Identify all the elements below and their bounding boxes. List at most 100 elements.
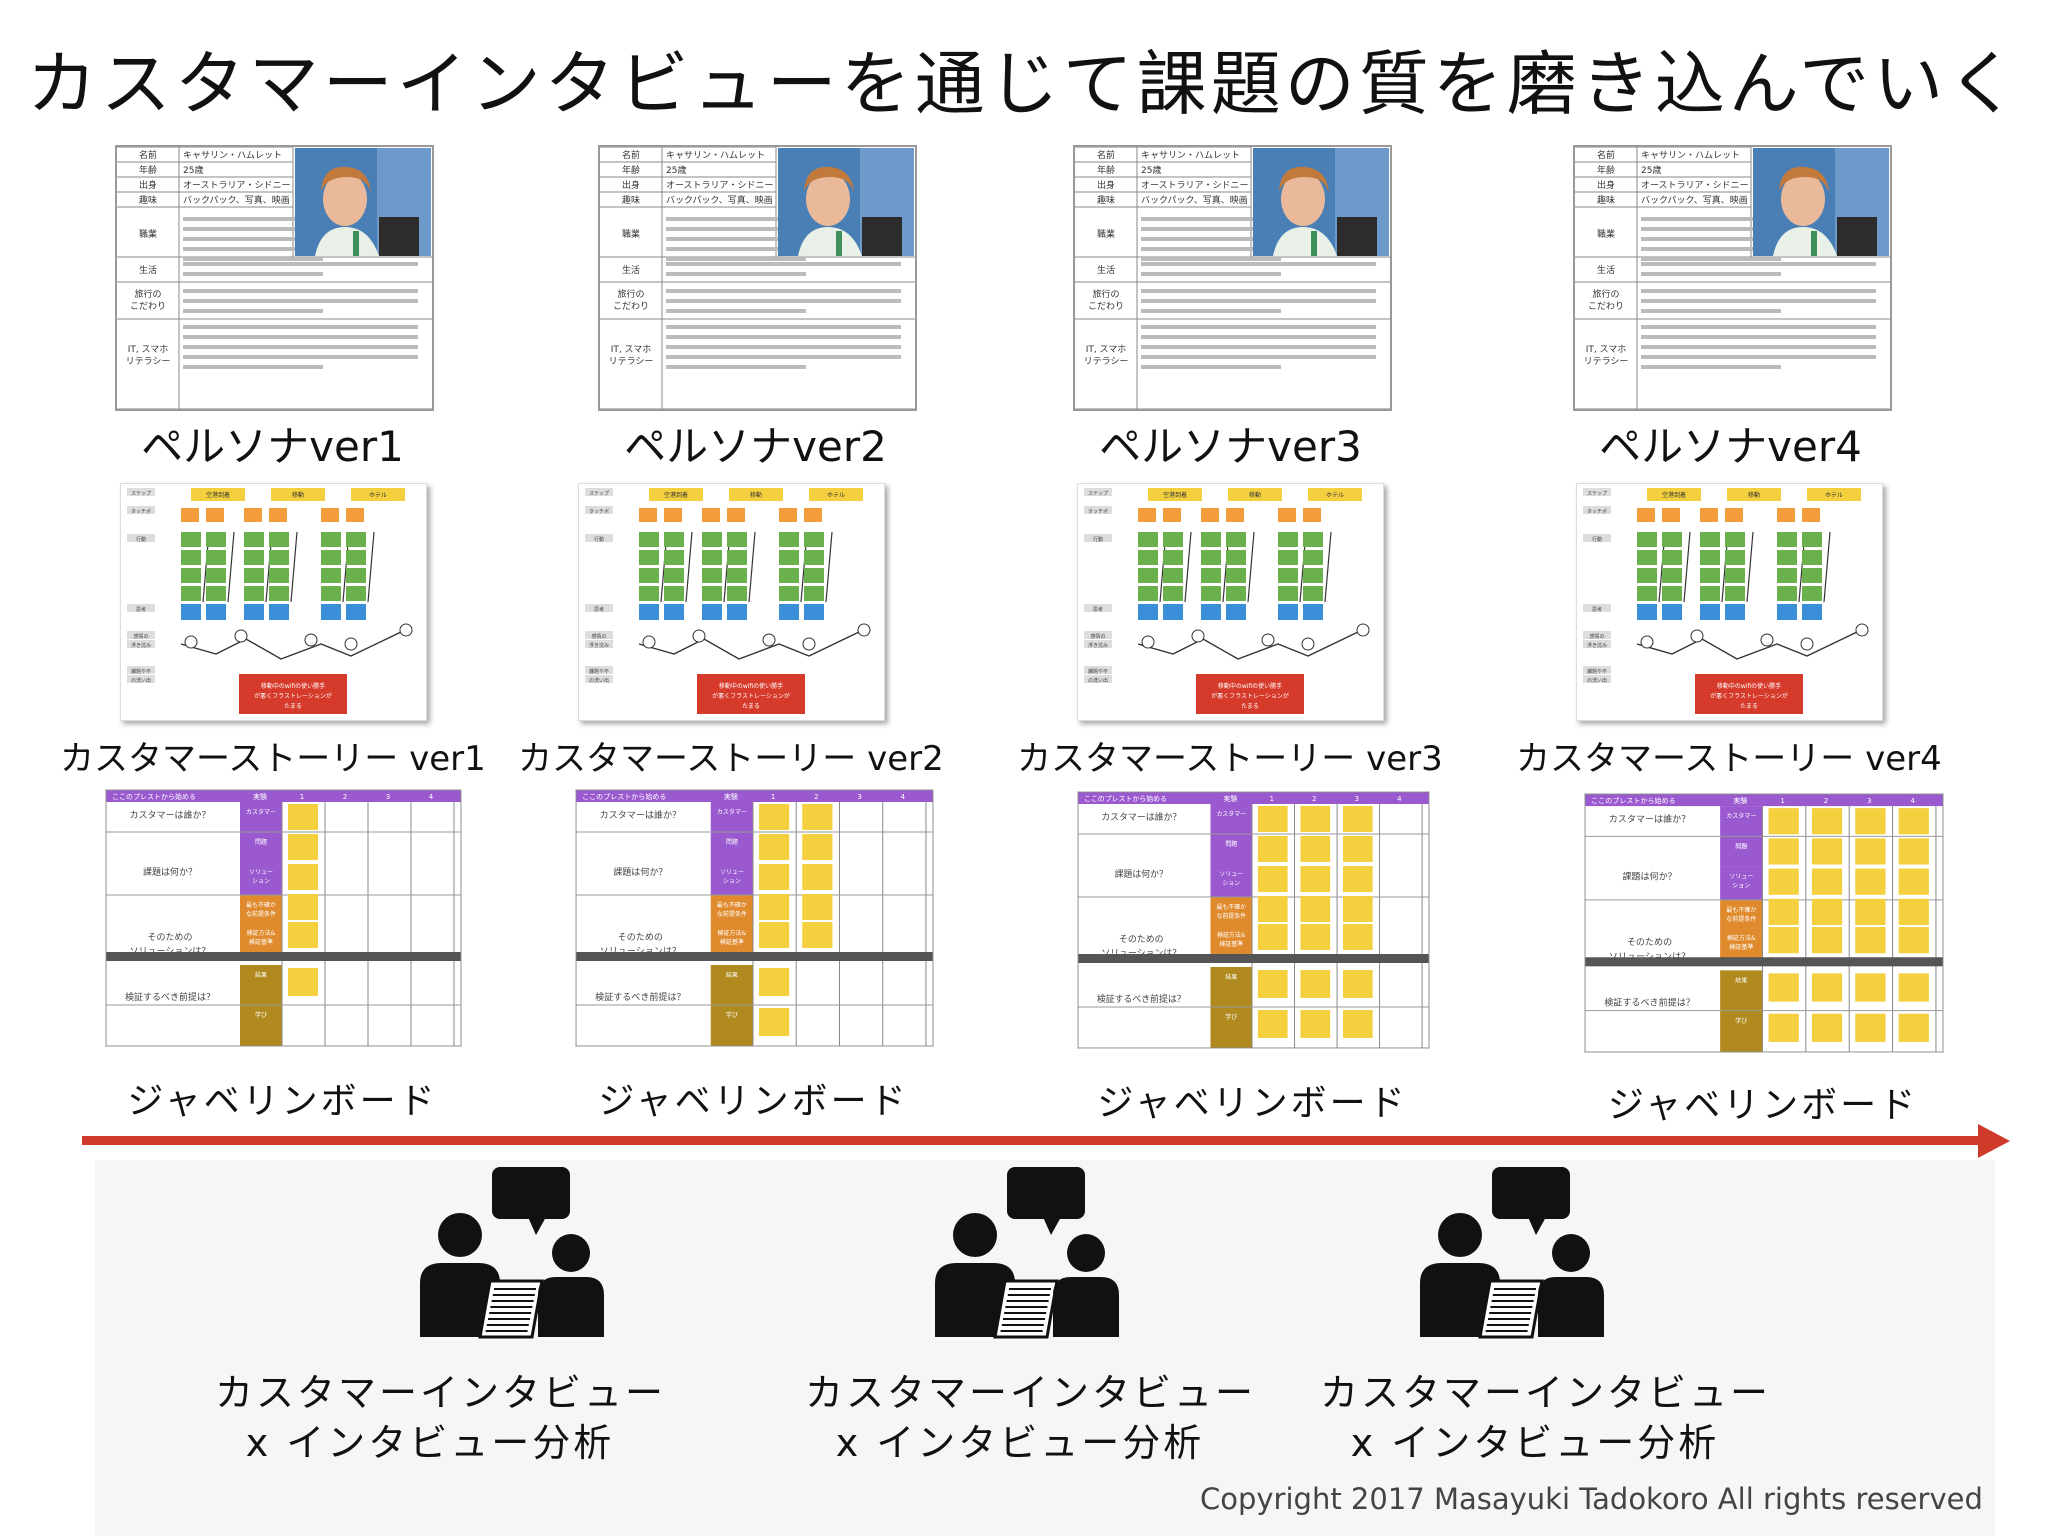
persona-field-value: オーストラリア・シドニー <box>183 180 291 191</box>
customer-story-board: ステップ タッチポ 行動 思考 感情の 浮き沈み 課題や不 の洗い出 空港到着 移動 ホテル 移動中の… <box>120 483 427 721</box>
board-row-tag: 結果 <box>726 971 738 979</box>
interview-caption: カスタマーインタビュー x インタビュー分析 <box>805 1368 1253 1468</box>
board-row-tag: 学び <box>1225 1013 1237 1021</box>
persona-field-label: 生活 <box>1097 264 1115 276</box>
story-row-label: ステップ <box>131 491 151 497</box>
board-row-tag: 最も不確か <box>246 901 276 909</box>
persona-field-label: 旅行の <box>1592 288 1619 300</box>
story-phase: 移動 <box>1249 491 1261 499</box>
board-question: ソリューションは？ <box>1101 948 1181 959</box>
persona-photo <box>1253 148 1389 256</box>
customer-story-caption: カスタマーストーリー ver3 <box>1017 739 1443 779</box>
board-question: そのための <box>147 932 192 943</box>
persona-caption: ペルソナver4 <box>1599 422 1862 471</box>
board-row-tag: 学び <box>1735 1017 1747 1025</box>
board-question: 課題は何か？ <box>1622 871 1676 883</box>
board-row-tag: カスタマー <box>1216 810 1246 818</box>
board-header-text: 1 <box>1270 795 1274 803</box>
story-row-label: 感情の <box>133 633 148 640</box>
persona-card: 名前 年齢 出身 趣味 職業 生活 旅行の こだわり IT, スマホ リテラシー キャサリン・ハムレ… <box>1073 145 1392 411</box>
story-row-label: タッチポ <box>131 508 151 515</box>
story-row-label: 感情の <box>591 633 606 640</box>
javelin-board: ここのプレストから始める実験1234カスタマーは誰か？課題は何か？そのためのソリ… <box>575 789 934 1047</box>
bottom-panel <box>95 1160 1995 1536</box>
persona-field-label: 出身 <box>622 179 640 191</box>
interview-caption-line1: カスタマーインタビュー <box>215 1371 667 1415</box>
story-phase: 空港到着 <box>1662 491 1686 499</box>
board-row-tag: な前提条件 <box>246 910 276 918</box>
story-row-label: 浮き沈み <box>1088 642 1108 649</box>
story-row-label: 浮き沈み <box>1587 642 1607 649</box>
interview-caption: カスタマーインタビュー x インタビュー分析 <box>215 1368 667 1468</box>
board-row-tag: 検証基準 <box>1219 940 1243 948</box>
board-header-text: 1 <box>1780 796 1784 805</box>
customer-story-board: ステップ タッチポ 行動 思考 感情の 浮き沈み 課題や不 の洗い出 空港到着 移動 ホテル 移動中の… <box>1077 483 1384 721</box>
story-phase: ホテル <box>369 492 387 499</box>
persona-photo <box>295 148 431 256</box>
board-row-tag: 結果 <box>255 971 267 979</box>
pain-point-text: たまる <box>284 703 302 710</box>
persona-field-label: IT, スマホ <box>1086 344 1127 355</box>
board-row-tag: 学び <box>255 1011 267 1019</box>
story-row-label: ステップ <box>1088 491 1108 497</box>
story-phase: 移動 <box>1748 491 1760 499</box>
board-row-tag: な前提条件 <box>717 910 747 918</box>
persona-field-label: 年齢 <box>1597 164 1615 176</box>
board-question: 課題は何か？ <box>143 866 197 878</box>
story-row-label: 行動 <box>136 536 146 543</box>
board-header-text: 2 <box>1312 795 1316 803</box>
board-row-tag: 最も不確か <box>1726 906 1756 914</box>
persona-card: 名前 年齢 出身 趣味 職業 生活 旅行の こだわり IT, スマホ リテラシー キャサリン・ハムレ… <box>115 145 434 411</box>
javelin-board-caption: ジャベリンボード <box>127 1081 438 1122</box>
story-row-label: の洗い出 <box>131 677 151 684</box>
persona-caption: ペルソナver3 <box>1099 422 1362 471</box>
persona-field-label: IT, スマホ <box>1586 344 1627 355</box>
javelin-board-caption: ジャベリンボード <box>598 1081 909 1122</box>
persona-field-value: 25歳 <box>183 164 203 176</box>
pain-point-text: が悪くフラストレーションが <box>712 692 790 700</box>
board-header-text: ここのプレストから始める <box>1084 794 1167 803</box>
board-row-tag: 検証方法& <box>717 929 746 937</box>
persona-field-label: IT, スマホ <box>611 344 652 355</box>
board-header-text: 実験 <box>253 792 267 801</box>
persona-field-label: IT, スマホ <box>128 344 169 355</box>
story-phase: 移動 <box>292 491 304 499</box>
persona-field-label: 名前 <box>622 149 640 161</box>
story-row-label: ステップ <box>1587 491 1607 497</box>
interview-icon <box>935 1165 1125 1340</box>
board-header-text: 3 <box>857 792 861 801</box>
persona-field-value: オーストラリア・シドニー <box>666 180 774 191</box>
pain-point-text: たまる <box>1740 703 1758 710</box>
persona-field-label: こだわり <box>130 301 166 312</box>
pain-point-text: 移動中のwifiの使い勝手 <box>261 682 325 690</box>
board-row-tag: な前提条件 <box>1726 915 1756 923</box>
board-header-text: 実験 <box>724 792 738 801</box>
board-row-tag: カスタマー <box>1726 812 1756 820</box>
story-row-label: 行動 <box>1093 536 1103 543</box>
story-row-label: 思考 <box>1592 607 1602 613</box>
persona-field-label: こだわり <box>1088 301 1124 312</box>
story-row-label: ステップ <box>589 491 609 497</box>
board-row-tag: 最も不確か <box>1216 903 1246 911</box>
story-row-label: 感情の <box>1589 633 1604 640</box>
story-row-label: 課題や不 <box>1088 668 1108 675</box>
story-row-label: タッチポ <box>1587 508 1607 515</box>
persona-field-label: 年齢 <box>139 164 157 176</box>
story-row-label: タッチポ <box>1088 508 1108 515</box>
javelin-board-grid: ここのプレストから始める実験1234カスタマーは誰か？課題は何か？そのためのソリ… <box>105 789 462 1047</box>
board-header-text: 実験 <box>1223 794 1237 803</box>
story-row-label: 課題や不 <box>131 668 151 675</box>
board-header-text: ここのプレストから始める <box>112 792 196 801</box>
interview-caption: カスタマーインタビュー x インタビュー分析 <box>1320 1368 1768 1468</box>
board-row-tag: 検証方法& <box>1217 931 1246 939</box>
board-row-tag: ション <box>723 878 741 885</box>
board-question: そのための <box>618 932 663 943</box>
persona-card: 名前 年齢 出身 趣味 職業 生活 旅行の こだわり IT, スマホ リテラシー キャサリン・ハムレ… <box>1573 145 1892 411</box>
pain-point-text: 移動中のwifiの使い勝手 <box>1218 682 1282 690</box>
board-question: 検証するべき前提は？ <box>595 991 685 1003</box>
board-header-text: 3 <box>1867 796 1871 805</box>
